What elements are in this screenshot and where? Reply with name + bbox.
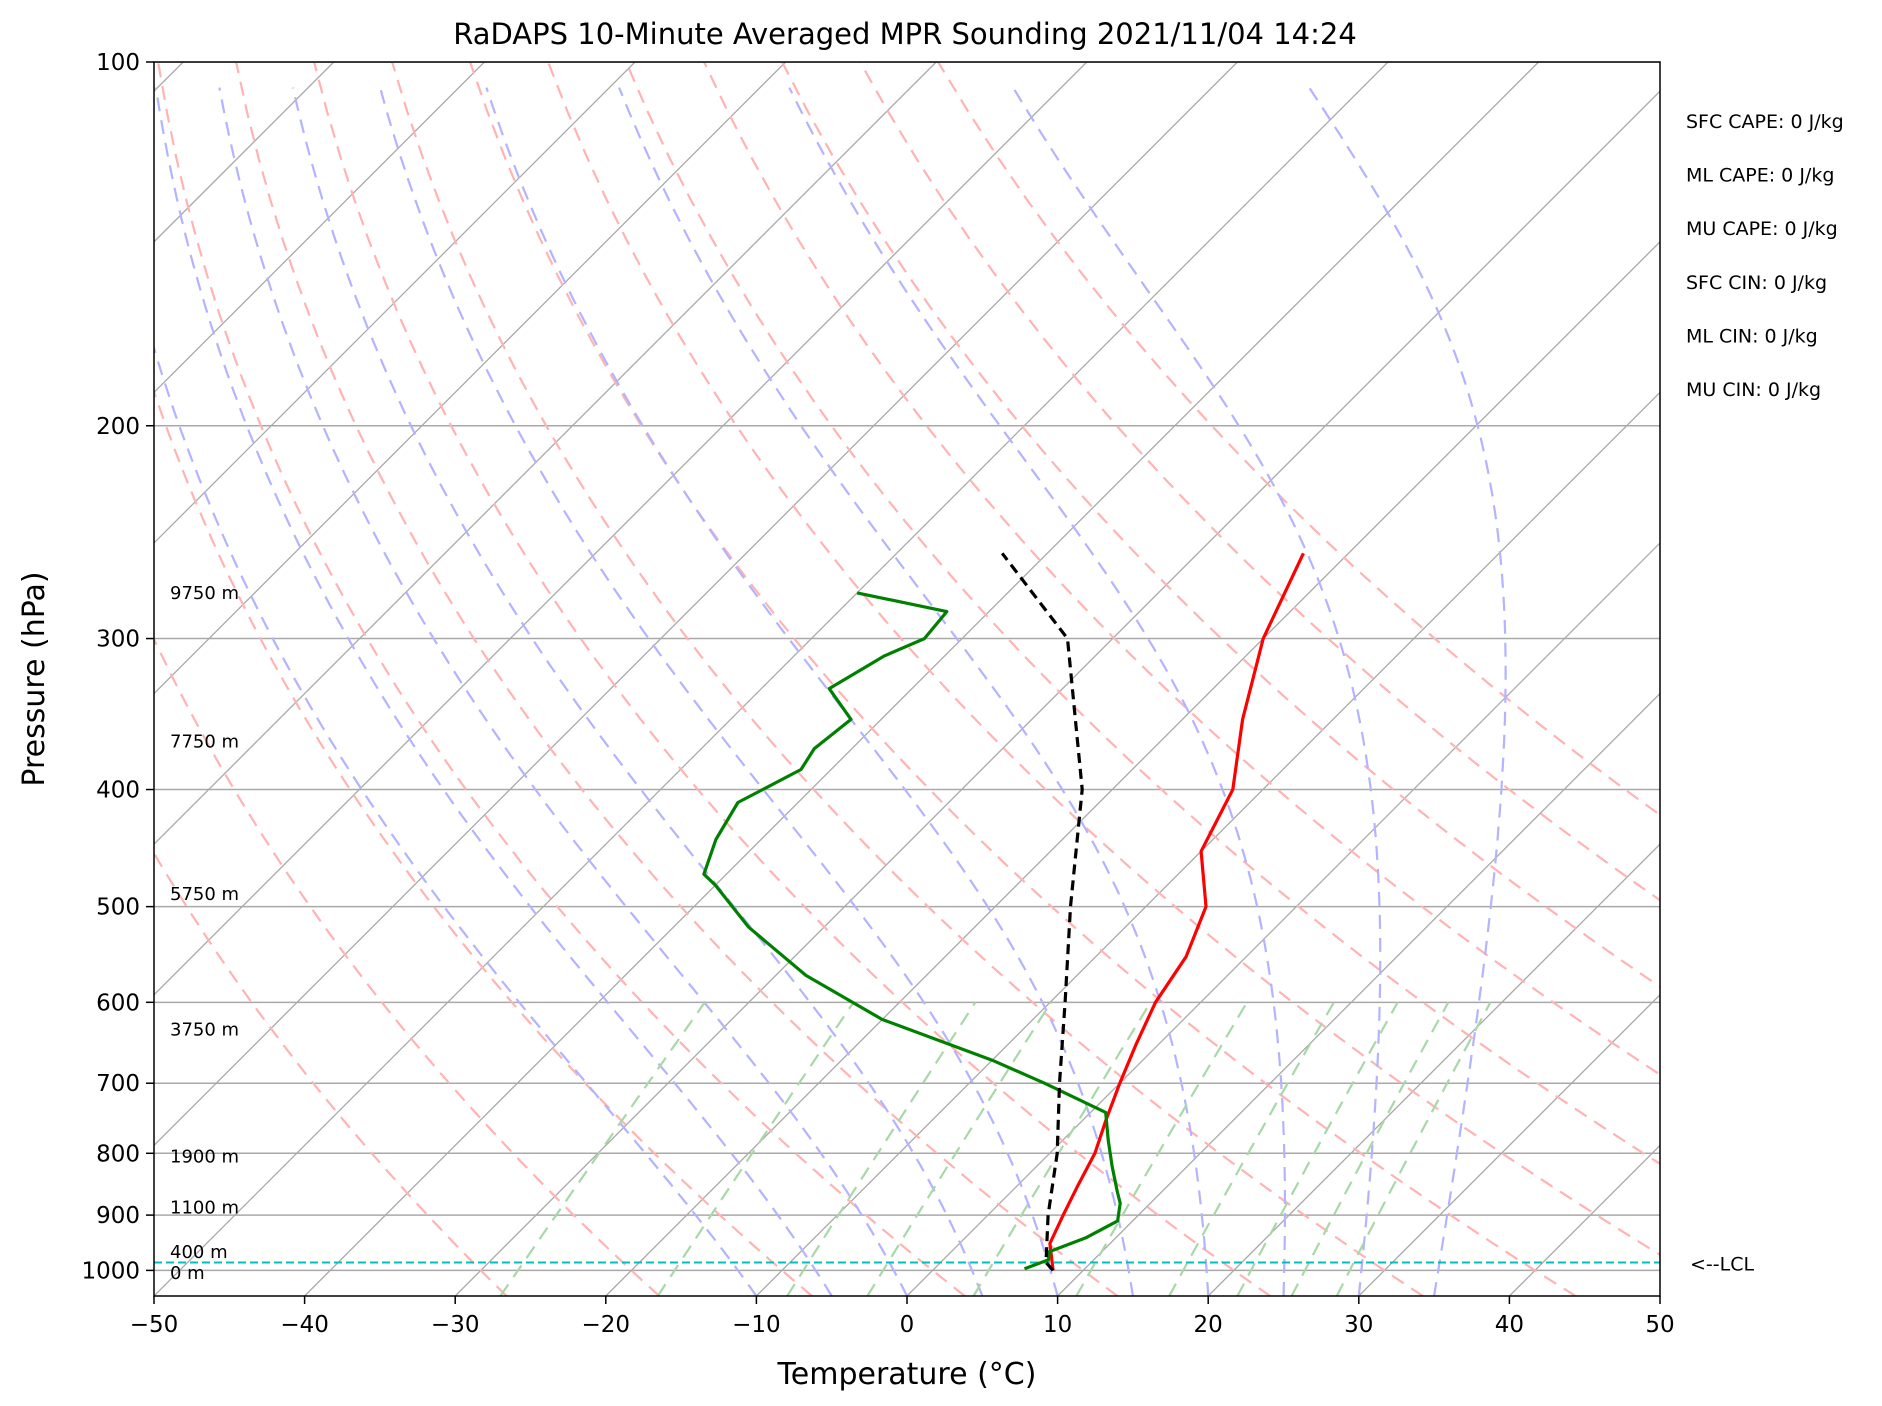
dry-adiabat-line: [547, 62, 1660, 1257]
dry-adiabat-line: [235, 62, 1119, 1296]
parcel-series-line: [1000, 552, 1084, 1272]
height-label: 7750 m: [170, 731, 239, 752]
dry-adiabat-line: [154, 636, 661, 1296]
height-label: 1100 m: [170, 1197, 239, 1218]
isotherm-line: [154, 62, 787, 695]
x-tick-label: 20: [1194, 1312, 1223, 1338]
dry-adiabat-line: [781, 62, 1660, 988]
y-tick-label: 100: [96, 50, 140, 76]
dry-adiabat-line: [703, 62, 1660, 1076]
mixing-ratio-line: [1290, 1001, 1450, 1296]
x-tick-label: −10: [732, 1312, 781, 1338]
dry-adiabat-line: [313, 62, 1271, 1296]
grid-layer: [154, 62, 1660, 1296]
dry-adiabat-line: [157, 62, 966, 1296]
dry-adiabat-line: [154, 851, 508, 1296]
temperature-series-line: [1048, 552, 1305, 1271]
y-axis-label: Pressure (hPa): [17, 571, 52, 786]
moist-adiabat-line: [1012, 87, 1382, 1296]
height-label: 3750 m: [170, 1020, 239, 1041]
y-tick-label: 200: [96, 414, 140, 440]
x-tick-label: −50: [130, 1312, 179, 1338]
x-tick-label: 40: [1495, 1312, 1524, 1338]
mixing-ratio-line: [656, 1001, 855, 1296]
moist-adiabat-line: [788, 87, 1286, 1296]
moist-adiabat-line: [379, 87, 1059, 1296]
isotherm-line: [304, 62, 1540, 1296]
isotherm-line: [1358, 993, 1660, 1296]
isotherm-line: [906, 542, 1660, 1296]
mixing-ratio-line: [1236, 1001, 1399, 1296]
dry-adiabat-line: [937, 62, 1660, 817]
isotherm-line: [154, 62, 1088, 996]
stat-annotation: MU CIN: 0 J/kg: [1686, 379, 1821, 401]
height-label: 9750 m: [170, 583, 239, 604]
isotherm-line: [1207, 843, 1660, 1296]
mixing-ratio-line: [1168, 1001, 1335, 1296]
dry-adiabat-line: [154, 388, 813, 1296]
x-tick-label: 30: [1344, 1312, 1373, 1338]
x-tick-label: −20: [582, 1312, 631, 1338]
mixing-ratio-line: [866, 1001, 1052, 1296]
mixing-ratio-line: [499, 1001, 706, 1296]
isotherm-line: [154, 62, 1238, 1147]
dry-adiabat-line: [391, 62, 1424, 1296]
height-label: 0 m: [170, 1263, 205, 1284]
dry-adiabat-line: [469, 62, 1577, 1296]
dewpoint-series-line: [702, 591, 1122, 1271]
y-tick-label: 400: [96, 778, 140, 804]
x-tick-label: −40: [280, 1312, 329, 1338]
stat-annotation: MU CAPE: 0 J/kg: [1686, 218, 1838, 240]
moist-adiabat-line: [154, 87, 833, 1296]
y-tick-label: 900: [96, 1203, 140, 1229]
isotherm-line: [154, 62, 636, 544]
x-axis-label: Temperature (°C): [777, 1357, 1037, 1392]
x-tick-label: 50: [1645, 1312, 1674, 1338]
y-tick-label: 500: [96, 895, 140, 921]
axes-layer: −50 −40 −30 −20 −10 0 10 20 30 40 50 100 200 300 400 50…: [81, 50, 1674, 1338]
y-tick-label: 800: [96, 1141, 140, 1167]
stat-annotation: SFC CIN: 0 J/kg: [1686, 272, 1827, 294]
y-tick-label: 700: [96, 1071, 140, 1097]
isotherm-line: [1057, 692, 1660, 1296]
y-tick-label: 300: [96, 627, 140, 653]
mixing-ratio-line: [972, 1001, 1152, 1296]
x-tick-label: −30: [431, 1312, 480, 1338]
chart-title: RaDAPS 10-Minute Averaged MPR Sounding 2…: [453, 17, 1357, 51]
mixing-ratio-line: [786, 1001, 977, 1296]
stat-annotation: SFC CAPE: 0 J/kg: [1686, 111, 1844, 133]
dry-adiabat-line: [859, 62, 1660, 902]
mixing-ratio-line: [1075, 1001, 1248, 1296]
height-label: 1900 m: [170, 1147, 239, 1168]
moist-adiabat-line: [291, 87, 984, 1296]
x-tick-label: 0: [900, 1312, 915, 1338]
moist-adiabat-line: [154, 344, 758, 1296]
moist-adiabat-line: [618, 87, 1210, 1296]
labels-layer: <--LCL 9750 m 7750 m 5750 m 3750 m 1900 m 1100…: [170, 111, 1844, 1284]
stat-annotation: ML CAPE: 0 J/kg: [1686, 165, 1834, 187]
isotherm-line: [755, 391, 1660, 1296]
height-label: 400 m: [170, 1242, 228, 1263]
y-tick-label: 600: [96, 990, 140, 1016]
mixing-ratio-line: [1335, 1001, 1492, 1296]
lcl-label: <--LCL: [1690, 1253, 1754, 1275]
moist-adiabat-line: [218, 87, 908, 1296]
moist-adiabat-line: [485, 87, 1134, 1296]
data-layer: [154, 552, 1660, 1272]
isotherm-line: [154, 62, 1389, 1296]
y-tick-label: 1000: [81, 1258, 140, 1284]
stat-annotation: ML CIN: 0 J/kg: [1686, 325, 1818, 347]
height-label: 5750 m: [170, 884, 239, 905]
isotherm-line: [154, 62, 937, 846]
dry-adiabat-line: [625, 62, 1660, 1166]
isotherm-line: [605, 240, 1660, 1296]
x-tick-label: 10: [1043, 1312, 1072, 1338]
isotherm-line: [154, 62, 485, 394]
